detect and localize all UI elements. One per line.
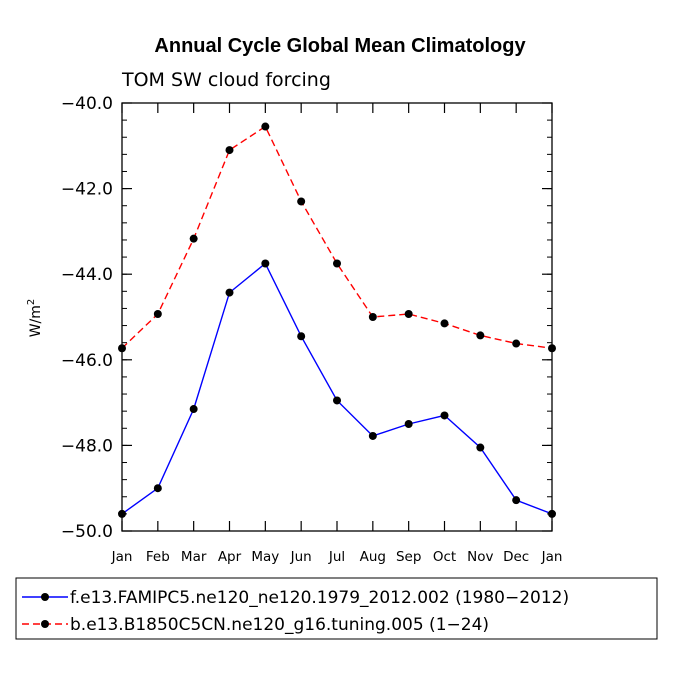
series-line — [121, 262, 553, 515]
y-tick-label: −40.0 — [61, 94, 113, 114]
data-point — [261, 122, 270, 131]
data-point — [153, 310, 162, 319]
data-point — [225, 146, 234, 155]
x-tick-label: Jan — [541, 549, 563, 565]
data-point — [368, 431, 377, 440]
chart-subtitle: TOM SW cloud forcing — [121, 69, 331, 91]
data-point — [189, 405, 198, 414]
data-point — [118, 509, 126, 518]
data-point — [297, 197, 306, 206]
legend-label: f.e13.FAMIPC5.ne120_ne120.1979_2012.002 … — [70, 588, 569, 608]
x-tick-label: Feb — [146, 549, 170, 565]
x-tick-label: Dec — [503, 549, 529, 565]
x-tick-label: Jul — [328, 549, 345, 565]
data-point — [333, 259, 341, 268]
data-point — [153, 484, 162, 493]
axes: −50.0 −48.0 −46.0 −44.0 −42.0 −40.0 Jan Feb Mar A… — [61, 94, 563, 565]
legend-label: b.e13.B1850C5CN.ne120_g16.tuning.005 (1−… — [70, 615, 489, 635]
data-point — [548, 509, 556, 518]
x-tick-label: Aug — [360, 549, 386, 565]
data-point — [476, 331, 485, 340]
data-point — [225, 288, 234, 297]
legend-box — [15, 577, 658, 640]
data-point — [440, 319, 449, 328]
legend-marker — [41, 620, 49, 628]
data-point — [404, 420, 413, 428]
legend-marker — [41, 593, 49, 601]
chart-title: Annual Cycle Global Mean Climatology — [154, 35, 526, 57]
x-tick-label: Nov — [467, 549, 493, 565]
data-point — [297, 332, 306, 341]
data-point — [261, 259, 270, 268]
series-1 — [118, 259, 556, 518]
plot-frame — [121, 102, 553, 532]
data-point — [548, 344, 556, 353]
data-point — [476, 443, 485, 452]
legend: f.e13.FAMIPC5.ne120_ne120.1979_2012.002 … — [15, 577, 658, 640]
data-point — [333, 396, 341, 405]
x-tick-label: Mar — [181, 549, 207, 565]
y-tick-label: −50.0 — [61, 522, 113, 542]
data-point — [512, 496, 521, 505]
series-layer — [118, 122, 556, 518]
series-line — [121, 125, 553, 349]
legend-item: f.e13.FAMIPC5.ne120_ne120.1979_2012.002 … — [22, 588, 569, 608]
series-2 — [118, 122, 556, 353]
data-point — [118, 344, 126, 353]
y-tick-label: −44.0 — [61, 265, 113, 285]
legend-item: b.e13.B1850C5CN.ne120_g16.tuning.005 (1−… — [22, 615, 489, 635]
data-point — [440, 411, 449, 420]
y-tick-label: −46.0 — [61, 351, 113, 371]
data-point — [368, 313, 377, 321]
data-point — [512, 339, 521, 348]
x-tick-label: Jan — [111, 549, 133, 565]
data-point — [404, 310, 413, 319]
data-point — [189, 234, 198, 243]
y-tick-label: −48.0 — [61, 436, 113, 456]
x-tick-label: Sep — [396, 549, 421, 565]
x-tick-label: May — [251, 549, 279, 565]
x-tick-label: Oct — [433, 549, 456, 565]
y-tick-label: −42.0 — [61, 180, 113, 200]
x-tick-label: Apr — [218, 549, 242, 565]
x-tick-label: Jun — [290, 549, 312, 565]
y-axis-label: W/m2 — [26, 299, 44, 338]
